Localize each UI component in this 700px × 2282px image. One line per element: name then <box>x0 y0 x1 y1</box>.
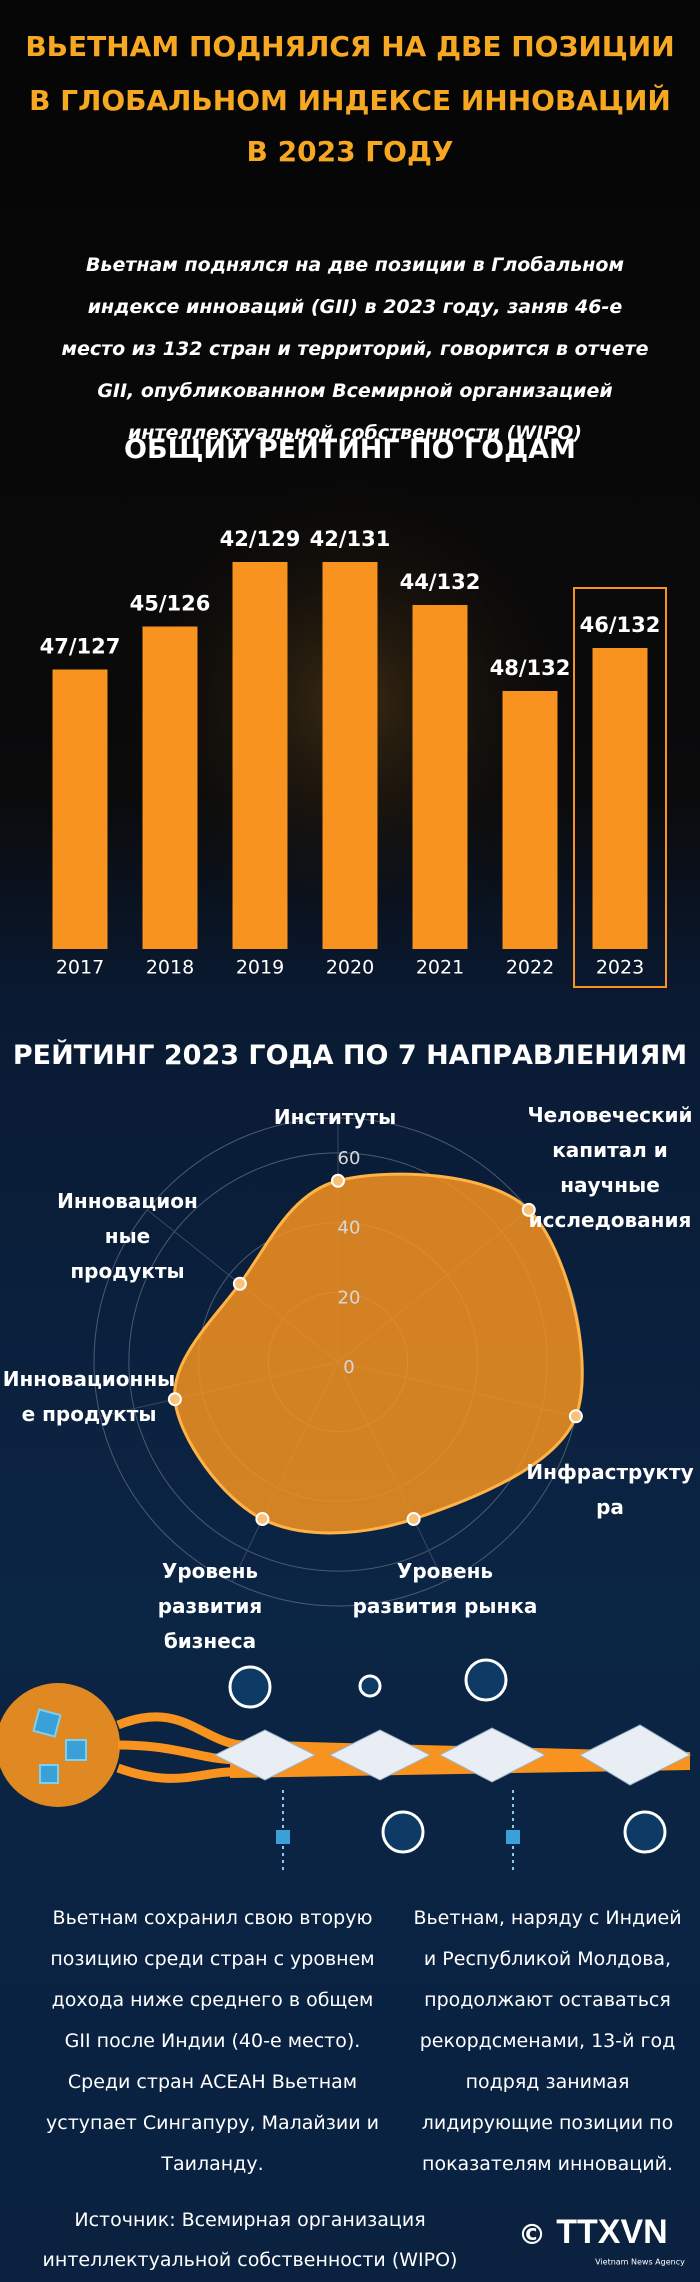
intro: Вьетнам поднялся на две позиции в Глобал… <box>61 254 649 444</box>
title-line: ВЬЕТНАМ ПОДНЯЛСЯ НА ДВЕ ПОЗИЦИИ <box>25 30 675 63</box>
x-tick-label: 2023 <box>596 957 644 979</box>
tick-label: 20 <box>338 1287 361 1308</box>
highlight-box <box>573 587 667 988</box>
axis-label: Человеческий капитал и научные исследова… <box>527 1103 693 1232</box>
axis-label: Инновационные продукты <box>57 1189 198 1283</box>
radar-point <box>331 1173 345 1188</box>
logo-name: TTXVN <box>556 2213 667 2251</box>
value-label: 46/132 <box>580 613 661 637</box>
source: Источник: Всемирная организация интеллек… <box>42 2209 458 2271</box>
value-label: 45/126 <box>130 592 211 616</box>
title-line: В 2023 ГОДУ <box>246 135 454 168</box>
x-tick-label: 2022 <box>506 957 554 979</box>
x-tick-label: 2021 <box>416 957 464 979</box>
radar-point <box>167 1392 182 1407</box>
tick-label: 0 <box>343 1357 354 1378</box>
radar-point <box>232 1276 247 1291</box>
x-tick-label: 2017 <box>56 957 104 979</box>
chart-title: ОБЩИЙ РЕЙТИНГ ПО ГОДАМ <box>124 434 576 465</box>
value-label: 48/132 <box>490 656 571 680</box>
paragraph: Вьетнам сохранил свою вторую позицию сре… <box>46 1907 379 2175</box>
logo-tagline: Vietnam News Agency <box>595 2258 685 2267</box>
chart-title: РЕЙТИНГ 2023 ГОДА ПО 7 НАПРАВЛЕНИЯМ <box>12 1040 688 1071</box>
paragraph: Вьетнам, наряду с Индией и Республикой М… <box>413 1907 682 2175</box>
x-tick-label: 2018 <box>146 957 194 979</box>
radar-point <box>406 1512 421 1527</box>
logo-copyright: © <box>518 2218 546 2251</box>
tick-label: 60 <box>338 1148 361 1169</box>
axis-label: Инфраструктура <box>526 1460 694 1519</box>
bar <box>232 562 288 949</box>
bar <box>502 691 558 949</box>
radar-point <box>521 1202 536 1217</box>
axis-label: Институты <box>273 1105 397 1129</box>
bar <box>52 669 108 949</box>
bar <box>412 605 468 949</box>
x-tick-label: 2020 <box>326 957 374 979</box>
bar <box>322 562 378 949</box>
title-line: В ГЛОБАЛЬНОМ ИНДЕКСЕ ИННОВАЦИЙ <box>29 84 671 117</box>
axis-label: Инновационные продукты <box>2 1367 176 1426</box>
value-label: 42/131 <box>310 527 391 551</box>
radar-point <box>255 1512 270 1527</box>
axis-label: Уровень развития бизнеса <box>157 1559 263 1653</box>
axis-label: Уровень развития рынка <box>352 1559 538 1618</box>
bar <box>142 626 198 949</box>
bar <box>592 648 648 949</box>
value-label: 47/127 <box>40 635 121 659</box>
x-tick-label: 2019 <box>236 957 284 979</box>
radar-point <box>568 1409 583 1424</box>
process-illustration <box>0 1658 692 1872</box>
value-label: 42/129 <box>220 527 301 551</box>
tick-label: 40 <box>338 1218 361 1239</box>
value-label: 44/132 <box>400 570 481 594</box>
